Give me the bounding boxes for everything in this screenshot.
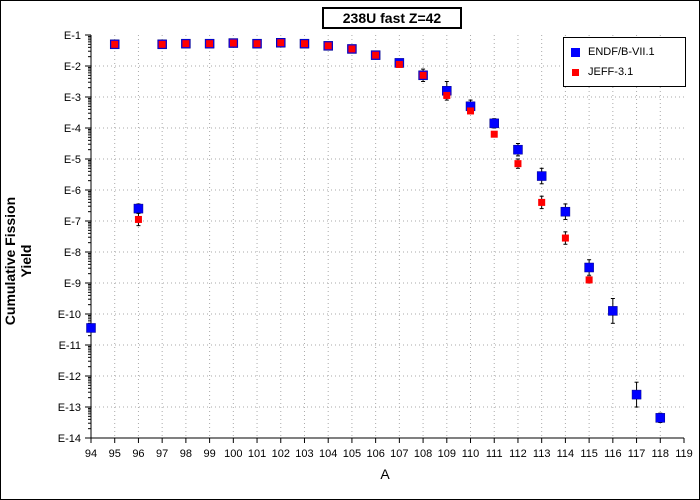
x-tick-label: 112 (509, 448, 527, 460)
x-tick-label: 101 (248, 448, 266, 460)
y-tick-label: E-11 (59, 340, 81, 352)
y-tick-label: E-14 (58, 433, 81, 445)
x-tick-label: 106 (366, 448, 384, 460)
x-tick-label: 105 (343, 448, 361, 460)
x-tick-label: 119 (675, 448, 693, 460)
data-point-jeff (206, 40, 214, 48)
legend-item-endf: ENDF/B-VII.1 (571, 46, 655, 58)
y-tick-label: E-4 (64, 123, 81, 135)
y-tick-label: E-3 (64, 92, 81, 104)
x-tick-label: 98 (180, 448, 192, 460)
data-point-jeff (514, 160, 522, 168)
chart-title: 238U fast Z=42 (322, 7, 462, 29)
x-tick-label: 111 (486, 448, 503, 460)
data-point-jeff (158, 40, 166, 48)
legend-item-jeff: JEFF-3.1 (571, 66, 633, 78)
data-point-endf (631, 389, 642, 400)
data-point-jeff (229, 39, 237, 47)
data-point-endf (536, 171, 547, 181)
data-point-endf (513, 144, 523, 155)
x-tick-label: 117 (628, 448, 646, 460)
x-tick-label: 115 (580, 448, 598, 460)
data-point-jeff (372, 51, 380, 59)
y-tick-label: E-5 (64, 154, 81, 166)
y-tick-label: E-9 (64, 278, 81, 290)
y-tick-label: E-7 (64, 216, 81, 228)
data-point-endf (133, 203, 144, 214)
data-point-jeff (300, 40, 308, 48)
data-point-jeff (585, 276, 593, 284)
y-tick-label: E-8 (64, 247, 81, 259)
y-tick-label: E-10 (58, 309, 81, 321)
x-tick-label: 100 (224, 448, 242, 460)
data-point-endf (560, 206, 571, 217)
data-point-jeff (490, 130, 498, 138)
y-tick-label: E-2 (64, 61, 81, 73)
y-tick-label: E-12 (58, 371, 81, 383)
legend: ENDF/B-VII.1 JEFF-3.1 (563, 37, 686, 87)
data-point-endf (655, 413, 666, 423)
data-point-jeff (111, 40, 119, 48)
legend-label-endf: ENDF/B-VII.1 (588, 46, 655, 58)
x-tick-label: 113 (533, 448, 551, 460)
x-tick-label: 116 (604, 448, 622, 460)
x-tick-label: 107 (390, 448, 408, 460)
data-point-jeff (538, 198, 546, 206)
x-tick-label: 114 (557, 448, 575, 460)
data-point-endf (584, 262, 594, 273)
y-tick-label: E-1 (64, 30, 81, 42)
data-point-jeff (277, 39, 285, 47)
data-point-jeff (253, 40, 261, 48)
legend-swatch-endf (571, 47, 580, 57)
data-point-jeff (182, 40, 190, 48)
x-tick-label: 108 (414, 448, 432, 460)
x-tick-label: 109 (438, 448, 456, 460)
x-tick-label: 95 (109, 448, 121, 460)
legend-label-jeff: JEFF-3.1 (588, 66, 634, 78)
data-point-endf (608, 306, 618, 316)
data-point-jeff (467, 107, 475, 115)
x-tick-label: 94 (85, 448, 97, 460)
x-tick-label: 103 (295, 448, 313, 460)
data-point-jeff (419, 71, 427, 79)
legend-swatch-jeff (572, 68, 579, 76)
x-tick-label: 118 (652, 448, 670, 460)
y-tick-label: E-13 (58, 402, 81, 414)
x-tick-label: 104 (319, 448, 337, 460)
x-tick-label: 110 (462, 448, 480, 460)
y-tick-label: E-6 (64, 185, 81, 197)
data-point-jeff (561, 234, 569, 242)
x-tick-label: 102 (272, 448, 290, 460)
x-axis-label: A (380, 466, 390, 482)
data-point-jeff (324, 42, 332, 50)
data-point-jeff (348, 45, 356, 53)
data-point-jeff (443, 91, 451, 99)
x-tick-label: 97 (156, 448, 168, 460)
x-tick-label: 99 (203, 448, 215, 460)
y-axis-label: Cumulative Fission Yield (2, 196, 34, 326)
data-point-jeff (134, 215, 142, 223)
x-tick-label: 96 (132, 448, 144, 460)
data-point-jeff (395, 60, 403, 68)
data-point-endf (86, 323, 96, 333)
data-point-endf (489, 118, 499, 129)
